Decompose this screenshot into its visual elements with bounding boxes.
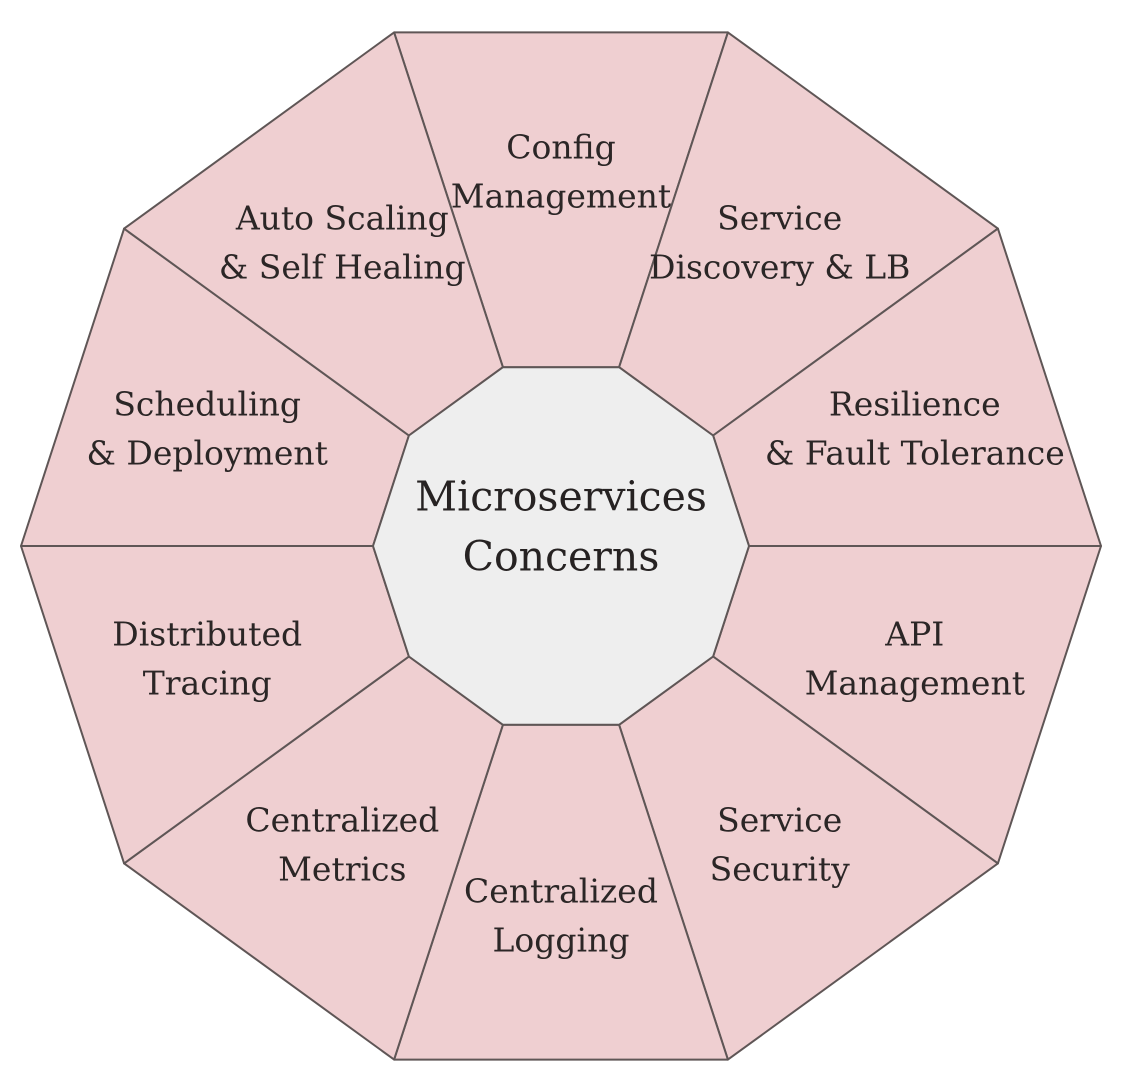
center-hub: Microservices Concerns	[372, 366, 750, 726]
segment-label-api-management-line-1: API	[884, 615, 944, 654]
segment-label-scheduling-deployment-line-1: Scheduling	[113, 385, 301, 424]
segment-label-config-management-line-1: Config	[506, 128, 616, 167]
segment-label-distributed-tracing-line-2: Tracing	[143, 664, 272, 703]
segment-label-auto-scaling-self-healing-line-1: Auto Scaling	[235, 199, 449, 238]
segment-label-api-management-line-2: Management	[805, 664, 1025, 703]
labels-layer: Config Management Service Discovery & LB Res…	[87, 128, 1065, 960]
center-decagon	[372, 366, 750, 726]
segment-label-scheduling-deployment-line-2: & Deployment	[87, 434, 328, 473]
segment-label-centralized-logging-line-2: Logging	[493, 921, 630, 960]
segment-label-service-discovery-lb-line-1: Service	[717, 199, 842, 238]
segments-layer	[20, 31, 1102, 1061]
segment-label-centralized-metrics-line-2: Metrics	[278, 850, 406, 889]
segment-label-centralized-logging-line-1: Centralized	[464, 872, 658, 911]
segment-label-resilience-fault-tolerance-line-2: & Fault Tolerance	[765, 434, 1065, 473]
segment-label-resilience-fault-tolerance-line-1: Resilience	[829, 385, 1001, 424]
segment-label-distributed-tracing-line-1: Distributed	[112, 615, 302, 654]
center-title-line-1: Microservices	[415, 473, 707, 521]
segment-label-auto-scaling-self-healing-line-2: & Self Healing	[219, 248, 466, 287]
segment-label-service-discovery-lb-line-2: Discovery & LB	[649, 248, 910, 287]
center-title-line-2: Concerns	[463, 533, 660, 581]
segment-label-service-security-line-1: Service	[717, 801, 842, 840]
segment-label-service-security-line-2: Security	[710, 850, 850, 889]
segment-label-config-management-line-2: Management	[451, 177, 671, 216]
segment-label-centralized-metrics-line-1: Centralized	[245, 801, 439, 840]
